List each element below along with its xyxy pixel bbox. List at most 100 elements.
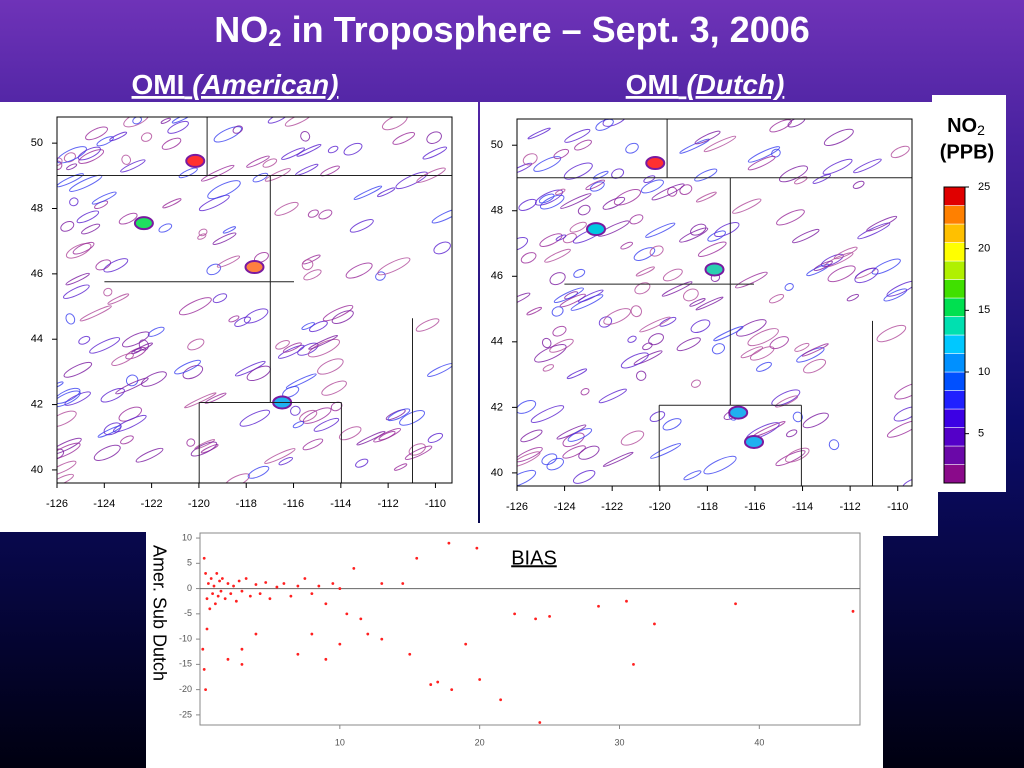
contour-blob (564, 128, 591, 143)
point (254, 583, 258, 586)
contour-blob (267, 117, 289, 124)
map-frame (516, 118, 913, 487)
contour-blob (613, 188, 642, 206)
contour-blob (555, 234, 567, 241)
contour-blob (803, 358, 827, 374)
contour-blob (63, 361, 93, 378)
point (240, 589, 244, 593)
map-contours (57, 117, 452, 483)
contour-blob (103, 422, 122, 436)
contour-blob (204, 392, 227, 404)
contour-blob (393, 463, 408, 471)
contour-blob (756, 361, 772, 372)
contour-blob (300, 130, 311, 142)
colorbar-tick-label: 25 (978, 181, 990, 193)
contour-blob (184, 392, 217, 409)
contour-blob (732, 198, 762, 214)
map-frame (56, 116, 453, 484)
point (219, 589, 223, 593)
contour-blob (243, 308, 269, 324)
contour-blob (833, 246, 858, 260)
point (534, 617, 537, 621)
colorbar-frame (943, 186, 966, 484)
contour-blob (81, 223, 101, 235)
contour-blob (539, 194, 565, 210)
point (429, 683, 433, 686)
contour-blob (822, 158, 853, 175)
contour-blob (135, 447, 164, 463)
y-tick-label: 50 (491, 139, 503, 151)
contour-blob (556, 424, 587, 440)
map-name: OMI (132, 69, 185, 100)
x-tick-label: -110 (887, 501, 908, 513)
contour-blob (57, 387, 81, 404)
point (345, 612, 349, 616)
point (264, 581, 268, 584)
contour-blob (103, 258, 129, 273)
contour-blob (620, 241, 634, 250)
contour-blob (63, 284, 90, 299)
point (538, 721, 542, 724)
contour-blob (853, 158, 882, 174)
contour-blob (517, 446, 543, 463)
hotspot (185, 153, 206, 168)
contour-blob (264, 168, 291, 182)
point (213, 602, 217, 606)
contour-blob (303, 269, 322, 281)
contour-blob (171, 117, 191, 124)
contour-blob (355, 458, 369, 468)
contour-blob (768, 294, 785, 304)
colorbar-swatch (943, 427, 966, 447)
point (209, 577, 213, 580)
contour-blob (736, 319, 767, 337)
point (208, 607, 212, 611)
point (232, 584, 235, 588)
contour-blob (534, 344, 567, 363)
contour-blob (566, 368, 588, 380)
contour-blob (239, 409, 271, 427)
contour-blob (331, 310, 354, 324)
map-variant: (Dutch) (686, 69, 784, 100)
contour-blob (307, 209, 319, 218)
colorbar-swatch (943, 242, 966, 262)
y-tick-label: -25 (179, 709, 192, 719)
point (204, 572, 207, 575)
contour-blob (138, 339, 149, 351)
colorbar-swatch (943, 371, 966, 391)
hotspot (728, 405, 749, 420)
contour-blob (313, 417, 340, 432)
point (212, 584, 216, 588)
contour-blob (307, 338, 341, 358)
contour-blob (635, 370, 647, 381)
contour-blob (852, 180, 865, 189)
contour-blob (695, 296, 724, 311)
contour-blob (60, 220, 75, 232)
y-tick-label: 42 (491, 401, 503, 413)
contour-blob (866, 215, 898, 232)
contour-blob (198, 228, 208, 237)
contour-blob (679, 227, 709, 243)
scatter-panel (146, 523, 883, 768)
point (211, 592, 214, 596)
contour-blob (392, 132, 416, 145)
contour-blob (234, 360, 266, 377)
point (234, 599, 238, 603)
point (380, 637, 384, 641)
hotspot (645, 156, 666, 171)
contour-blob (893, 406, 912, 422)
y-tick-label: 40 (491, 467, 503, 479)
point (226, 657, 230, 661)
contour-blob (91, 191, 117, 205)
colorbar-swatch (943, 464, 966, 484)
contour-blob (107, 293, 130, 305)
contour-blob (527, 127, 551, 140)
contour-blob (633, 350, 663, 366)
contour-blob (577, 289, 604, 303)
contour-blob (278, 456, 294, 466)
y-tick-label: 5 (187, 558, 192, 568)
contour-blob (577, 204, 591, 216)
contour-blob (642, 342, 653, 351)
colorbar-swatch (943, 353, 966, 373)
contour-blob (794, 342, 810, 352)
